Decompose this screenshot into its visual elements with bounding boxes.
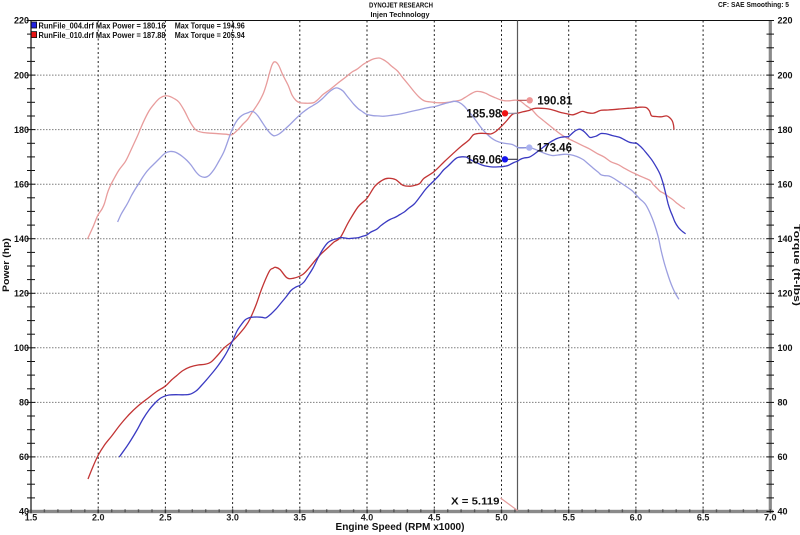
svg-text:Torque (ft-lbs): Torque (ft-lbs) (791, 224, 800, 306)
svg-text:CF: SAE Smoothing: 5: CF: SAE Smoothing: 5 (718, 0, 789, 9)
svg-text:3.5: 3.5 (294, 513, 307, 523)
svg-text:140: 140 (778, 234, 793, 244)
svg-text:2.0: 2.0 (92, 513, 105, 523)
svg-text:X = 5.119: X = 5.119 (451, 496, 500, 507)
svg-text:5.5: 5.5 (562, 513, 575, 523)
svg-text:6.5: 6.5 (697, 513, 710, 523)
svg-text:3.0: 3.0 (226, 513, 239, 523)
svg-text:Max Torque = 194.96: Max Torque = 194.96 (175, 21, 245, 30)
svg-text:160: 160 (14, 179, 29, 189)
svg-text:DYNOJET RESEARCH: DYNOJET RESEARCH (369, 3, 433, 10)
svg-text:1.5: 1.5 (25, 513, 38, 523)
svg-text:5.0: 5.0 (495, 513, 508, 523)
svg-text:120: 120 (778, 289, 793, 299)
svg-text:160: 160 (778, 179, 793, 189)
svg-text:180: 180 (14, 125, 29, 135)
svg-text:40: 40 (778, 507, 788, 517)
svg-text:100: 100 (14, 343, 29, 353)
svg-text:Power (hp): Power (hp) (1, 238, 12, 292)
svg-text:220: 220 (14, 16, 29, 26)
svg-text:Engine Speed (RPM x1000): Engine Speed (RPM x1000) (336, 522, 465, 533)
svg-text:173.46: 173.46 (537, 143, 572, 155)
svg-text:200: 200 (778, 70, 793, 80)
svg-text:60: 60 (778, 452, 788, 462)
svg-text:140: 140 (14, 234, 29, 244)
svg-text:180: 180 (778, 125, 793, 135)
svg-text:60: 60 (19, 452, 29, 462)
svg-text:4.0: 4.0 (361, 513, 374, 523)
svg-text:80: 80 (778, 398, 788, 408)
svg-text:100: 100 (778, 343, 793, 353)
svg-text:RunFile_004.drf Max Power = 18: RunFile_004.drf Max Power = 180.16 (39, 21, 167, 30)
svg-text:120: 120 (14, 289, 29, 299)
svg-text:40: 40 (19, 507, 29, 517)
svg-text:185.98: 185.98 (466, 108, 502, 120)
svg-text:Max Torque = 205.94: Max Torque = 205.94 (175, 31, 245, 40)
svg-text:Injen Technology: Injen Technology (371, 10, 431, 19)
svg-text:200: 200 (14, 70, 29, 80)
svg-text:7.0: 7.0 (764, 513, 777, 523)
svg-text:220: 220 (778, 16, 793, 26)
svg-text:80: 80 (19, 398, 29, 408)
svg-text:4.5: 4.5 (428, 513, 441, 523)
svg-text:169.06: 169.06 (466, 154, 501, 166)
svg-text:RunFile_010.drf Max Power = 18: RunFile_010.drf Max Power = 187.88 (39, 31, 167, 40)
svg-text:6.0: 6.0 (630, 513, 643, 523)
svg-text:2.5: 2.5 (159, 513, 172, 523)
svg-text:190.81: 190.81 (537, 95, 573, 107)
